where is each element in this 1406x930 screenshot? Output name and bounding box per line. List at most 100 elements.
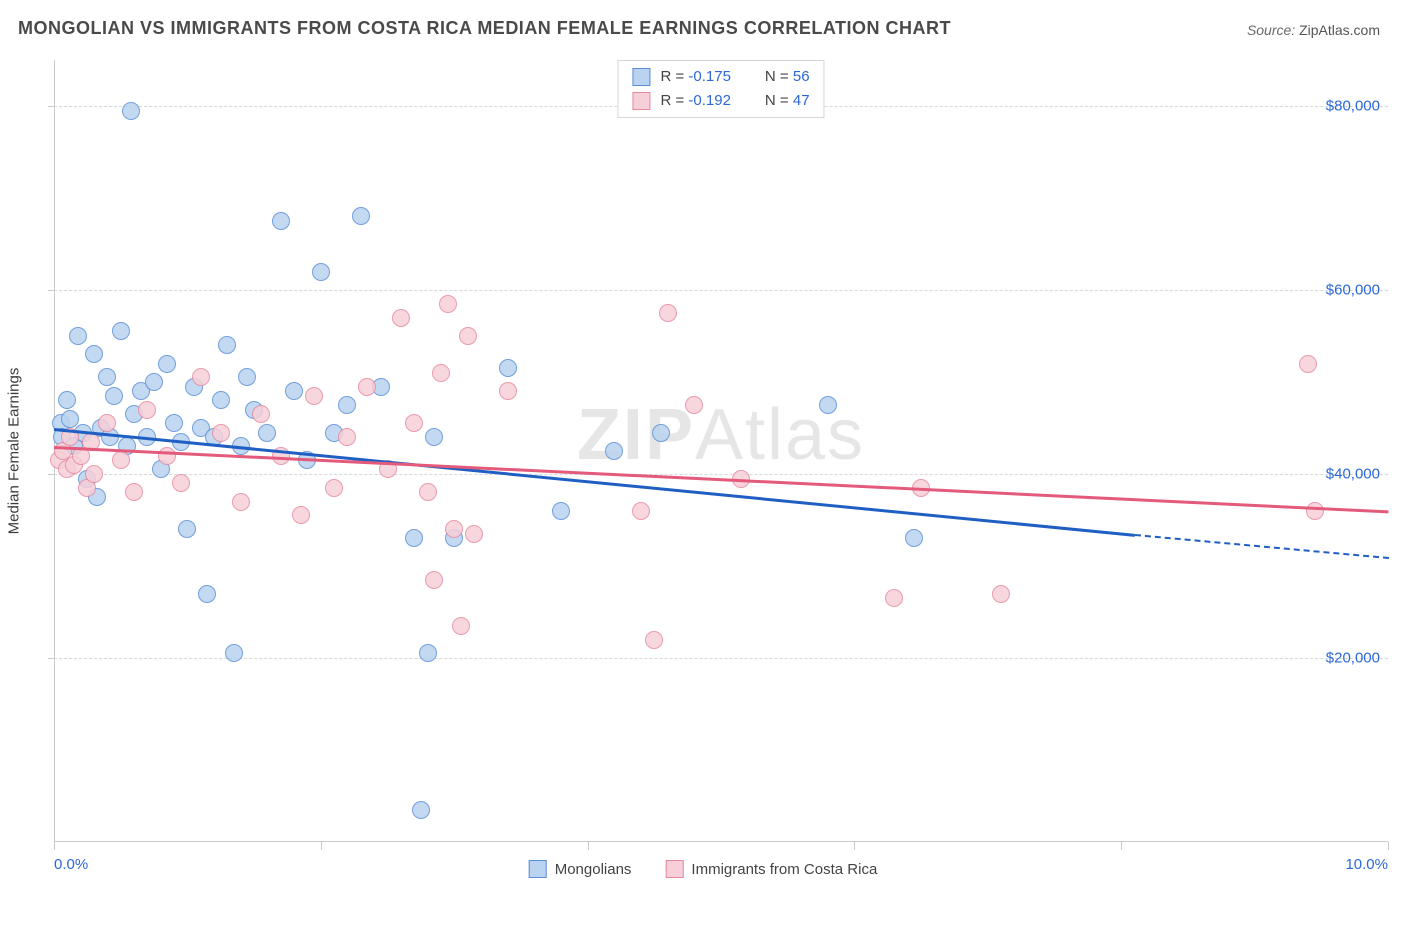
scatter-point-mongolians [425, 428, 443, 446]
y-axis-title: Median Female Earnings [6, 368, 23, 535]
x-tick-mark [1121, 842, 1122, 850]
scatter-point-mongolians [652, 424, 670, 442]
scatter-point-costa_rica [172, 474, 190, 492]
scatter-point-costa_rica [358, 378, 376, 396]
scatter-point-mongolians [819, 396, 837, 414]
scatter-point-costa_rica [325, 479, 343, 497]
scatter-point-mongolians [122, 102, 140, 120]
scatter-point-costa_rica [338, 428, 356, 446]
scatter-point-mongolians [412, 801, 430, 819]
stats-legend-box: R = -0.175 N = 56 R = -0.192 N = 47 [617, 60, 824, 118]
y-tick-labels: $20,000 $40,000 $60,000 $80,000 [1298, 60, 1388, 842]
scatter-point-costa_rica [98, 414, 116, 432]
scatter-point-mongolians [165, 414, 183, 432]
r-value-mongolians: -0.175 [688, 68, 731, 85]
swatch-costa-rica [632, 92, 650, 110]
scatter-point-costa_rica [459, 327, 477, 345]
scatter-point-costa_rica [465, 525, 483, 543]
scatter-point-costa_rica [992, 585, 1010, 603]
r-label: R = [660, 68, 688, 85]
scatter-point-mongolians [605, 442, 623, 460]
scatter-point-mongolians [499, 359, 517, 377]
n-label: N = [765, 68, 793, 85]
x-tick-mark [854, 842, 855, 850]
scatter-point-costa_rica [192, 368, 210, 386]
x-tick-label: 0.0% [54, 856, 88, 930]
scatter-point-costa_rica [158, 447, 176, 465]
plot-area: Median Female Earnings $20,000$40,000$60… [54, 60, 1388, 842]
legend-bottom: Mongolians Immigrants from Costa Rica [529, 860, 878, 878]
scatter-point-mongolians [178, 520, 196, 538]
scatter-point-mongolians [105, 387, 123, 405]
plot-border [54, 60, 1388, 842]
scatter-point-costa_rica [405, 414, 423, 432]
scatter-point-mongolians [85, 345, 103, 363]
y-tick-mark [48, 106, 54, 107]
n-value-mongolians: 56 [793, 68, 810, 85]
y-tick-label: $80,000 [1326, 98, 1380, 115]
scatter-point-costa_rica [112, 451, 130, 469]
scatter-point-costa_rica [232, 493, 250, 511]
y-tick-label: $60,000 [1326, 282, 1380, 299]
scatter-point-mongolians [352, 207, 370, 225]
scatter-point-mongolians [112, 322, 130, 340]
scatter-point-mongolians [158, 355, 176, 373]
x-tick-label: 10.0% [1345, 856, 1388, 930]
scatter-point-mongolians [905, 529, 923, 547]
r-label: R = [660, 92, 688, 109]
x-tick-mark [321, 842, 322, 850]
scatter-point-mongolians [312, 263, 330, 281]
scatter-point-costa_rica [452, 617, 470, 635]
scatter-point-costa_rica [392, 309, 410, 327]
scatter-point-mongolians [238, 368, 256, 386]
source: Source: ZipAtlas.com [1247, 22, 1380, 38]
scatter-point-costa_rica [292, 506, 310, 524]
scatter-point-mongolians [405, 529, 423, 547]
stats-row-mongolians: R = -0.175 N = 56 [632, 65, 809, 89]
scatter-point-costa_rica [885, 589, 903, 607]
n-label: N = [765, 92, 793, 109]
scatter-point-costa_rica [419, 483, 437, 501]
scatter-point-costa_rica [439, 295, 457, 313]
scatter-point-costa_rica [1306, 502, 1324, 520]
scatter-point-mongolians [98, 368, 116, 386]
scatter-point-costa_rica [432, 364, 450, 382]
scatter-point-mongolians [212, 391, 230, 409]
x-tick-mark [588, 842, 589, 850]
r-value-costa-rica: -0.192 [688, 92, 731, 109]
scatter-point-costa_rica [685, 396, 703, 414]
scatter-point-mongolians [145, 373, 163, 391]
gridline [54, 658, 1388, 659]
stats-row-costa-rica: R = -0.192 N = 47 [632, 89, 809, 113]
scatter-point-mongolians [69, 327, 87, 345]
scatter-point-mongolians [258, 424, 276, 442]
legend-label-costa-rica: Immigrants from Costa Rica [691, 861, 877, 878]
scatter-point-mongolians [58, 391, 76, 409]
scatter-point-costa_rica [305, 387, 323, 405]
scatter-point-costa_rica [632, 502, 650, 520]
y-tick-mark [48, 290, 54, 291]
scatter-point-mongolians [338, 396, 356, 414]
legend-swatch-mongolians [529, 860, 547, 878]
scatter-point-costa_rica [252, 405, 270, 423]
y-tick-label: $20,000 [1326, 650, 1380, 667]
x-tick-mark [1388, 842, 1389, 850]
swatch-mongolians [632, 68, 650, 86]
scatter-point-costa_rica [1299, 355, 1317, 373]
scatter-point-mongolians [198, 585, 216, 603]
y-tick-label: $40,000 [1326, 466, 1380, 483]
scatter-point-mongolians [218, 336, 236, 354]
scatter-point-mongolians [419, 644, 437, 662]
gridline [54, 290, 1388, 291]
x-tick-mark [54, 842, 55, 850]
source-value: ZipAtlas.com [1299, 22, 1380, 38]
chart-title: MONGOLIAN VS IMMIGRANTS FROM COSTA RICA … [18, 18, 951, 39]
scatter-point-costa_rica [499, 382, 517, 400]
scatter-point-costa_rica [645, 631, 663, 649]
scatter-point-mongolians [225, 644, 243, 662]
gridline [54, 474, 1388, 475]
y-tick-mark [48, 658, 54, 659]
legend-item-mongolians: Mongolians [529, 860, 632, 878]
legend-swatch-costa-rica [665, 860, 683, 878]
legend-label-mongolians: Mongolians [555, 861, 632, 878]
